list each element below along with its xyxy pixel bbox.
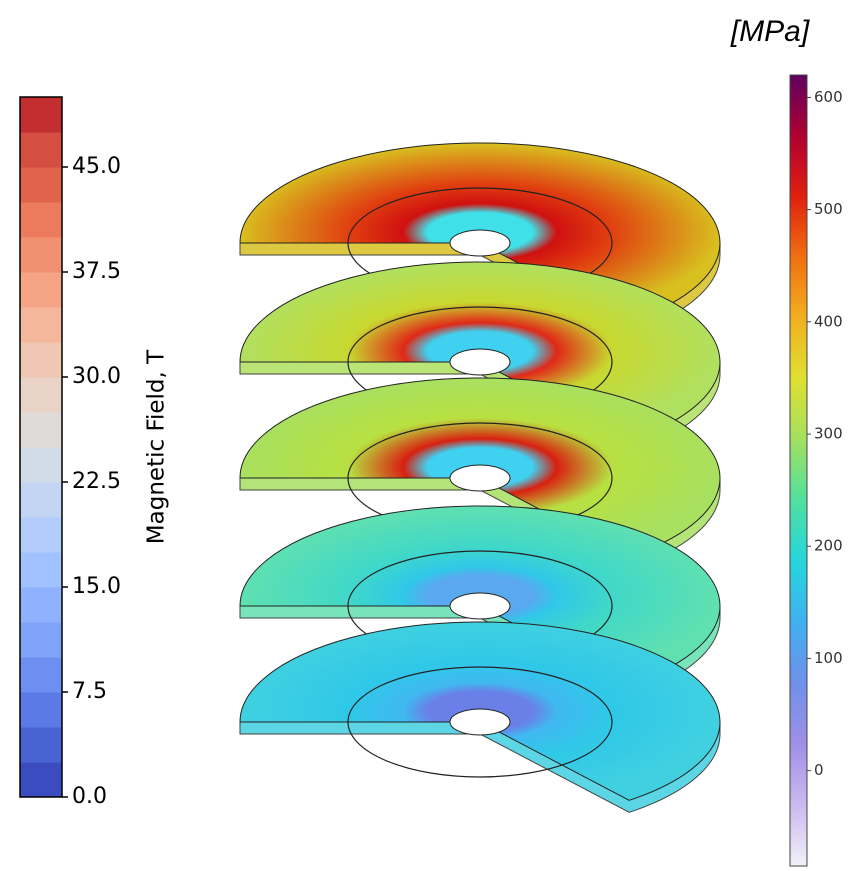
disc-hole xyxy=(449,708,511,736)
field-colorbar-frame xyxy=(19,96,63,798)
stress-tick-label: 300 xyxy=(814,425,843,443)
disc-hole xyxy=(449,229,511,257)
stress-tick-label: 400 xyxy=(814,312,843,330)
field-tick-label: 15.0 xyxy=(72,574,121,599)
stress-unit: [MPa] xyxy=(730,15,810,48)
field-color-band xyxy=(20,622,62,658)
field-tick-label: 45.0 xyxy=(72,154,121,179)
disc-hole xyxy=(449,592,511,620)
field-color-band xyxy=(20,377,62,413)
field-color-band xyxy=(20,202,62,238)
stress-tick-label: 0 xyxy=(814,761,824,779)
field-color-band xyxy=(20,307,62,343)
stress-tick-label: 100 xyxy=(814,649,843,667)
field-color-band xyxy=(20,167,62,203)
disc xyxy=(239,621,721,813)
field-color-band xyxy=(20,727,62,763)
disc-hole xyxy=(449,348,511,376)
field-color-band xyxy=(20,692,62,728)
field-tick-label: 7.5 xyxy=(72,679,107,704)
field-tick-label: 22.5 xyxy=(72,469,121,494)
field-color-band xyxy=(20,657,62,693)
field-color-band xyxy=(20,587,62,623)
stress-colorbar xyxy=(789,74,808,867)
field-color-band xyxy=(20,342,62,378)
field-color-band xyxy=(20,447,62,483)
field-color-band xyxy=(20,132,62,168)
field-color-band xyxy=(20,482,62,518)
stress-tick-label: 500 xyxy=(814,200,843,218)
field-color-band xyxy=(20,272,62,308)
field-color-band xyxy=(20,517,62,553)
field-color-band xyxy=(20,237,62,273)
disc-stack xyxy=(239,142,721,813)
field-color-band xyxy=(20,762,62,798)
disc-hole xyxy=(449,464,511,492)
field-label: Magnetic Field, T xyxy=(144,349,170,544)
field-tick-label: 30.0 xyxy=(72,364,121,389)
field-color-band xyxy=(20,412,62,448)
field-tick-label: 37.5 xyxy=(72,259,121,284)
stress-tick-label: 200 xyxy=(814,537,843,555)
field-color-band xyxy=(20,97,62,133)
field-tick-label: 0.0 xyxy=(72,784,107,809)
stress-tick-label: 600 xyxy=(814,88,843,106)
field-color-band xyxy=(20,552,62,588)
disc-ring xyxy=(347,666,613,778)
